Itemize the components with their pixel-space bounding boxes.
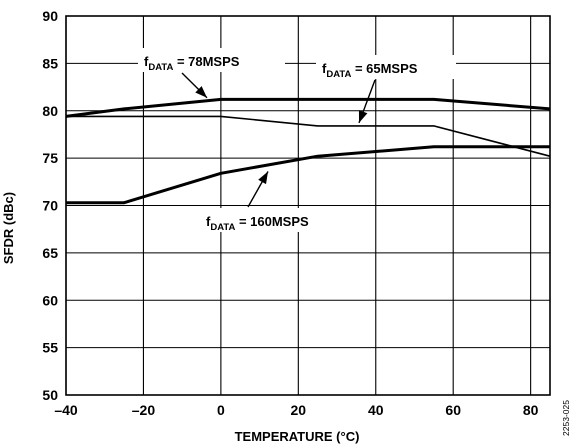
x-tick-label: –40	[54, 402, 78, 418]
x-tick-label: 40	[368, 402, 384, 418]
arrow-65msps	[358, 79, 376, 124]
x-tick-labels: –40 –20 0 20 40 60 80	[54, 402, 538, 418]
y-tick-label: 80	[42, 103, 58, 119]
annotation-78msps-prefix: f	[144, 54, 149, 69]
svg-text:fDATA = 160MSPS: fDATA = 160MSPS	[206, 214, 309, 233]
y-tick-label: 50	[42, 387, 58, 403]
x-tick-label: 80	[523, 402, 539, 418]
series-line-0	[65, 97, 551, 118]
arrow-160msps-head	[258, 171, 268, 185]
series-line-2	[66, 145, 550, 205]
arrow-160msps	[247, 171, 269, 208]
annotation-160msps-suffix: = 160MSPS	[235, 214, 309, 229]
x-axis-label: TEMPERATURE (°C)	[235, 429, 360, 444]
svg-text:fDATA = 65MSPS: fDATA = 65MSPS	[322, 61, 418, 80]
annotation-78msps: fDATA = 78MSPS	[138, 48, 285, 73]
annotation-160msps-prefix: f	[206, 214, 211, 229]
y-tick-label: 55	[42, 340, 58, 356]
y-tick-label: 90	[42, 8, 58, 24]
x-tick-label: –20	[132, 402, 156, 418]
y-axis-label: SFDR (dBc)	[1, 192, 16, 264]
arrow-65msps-head	[358, 110, 368, 123]
annotation-65msps-prefix: f	[322, 61, 327, 76]
y-tick-label: 60	[42, 292, 58, 308]
annotation-160msps: fDATA = 160MSPS	[200, 208, 348, 233]
plot-frame	[65, 15, 551, 396]
annotation-65msps: fDATA = 65MSPS	[316, 55, 456, 80]
grid	[65, 15, 550, 396]
x-tick-label: 60	[445, 402, 461, 418]
annotation-78msps-suffix: = 78MSPS	[173, 54, 239, 69]
figure-id: 2253-025	[561, 400, 571, 436]
annotation-160msps-sub: DATA	[210, 222, 235, 233]
arrow-78msps	[181, 72, 208, 99]
y-tick-label: 85	[42, 55, 58, 71]
y-tick-label: 70	[42, 198, 58, 214]
svg-text:fDATA = 78MSPS: fDATA = 78MSPS	[144, 54, 240, 73]
series-line-1	[66, 115, 551, 157]
annotation-65msps-suffix: = 65MSPS	[351, 61, 417, 76]
x-tick-label: 20	[291, 402, 307, 418]
y-tick-label: 75	[42, 150, 58, 166]
annotation-arrows	[181, 72, 376, 208]
y-tick-label: 65	[42, 245, 58, 261]
annotations: fDATA = 78MSPS fDATA = 65MSPS fDATA = 16…	[138, 48, 456, 233]
annotation-65msps-sub: DATA	[326, 69, 351, 80]
annotation-78msps-sub: DATA	[148, 62, 173, 73]
y-tick-labels: 50 55 60 65 70 75 80 85 90	[42, 8, 58, 403]
x-tick-label: 0	[217, 402, 225, 418]
series-lines	[65, 97, 551, 205]
arrow-78msps-head	[195, 86, 207, 98]
